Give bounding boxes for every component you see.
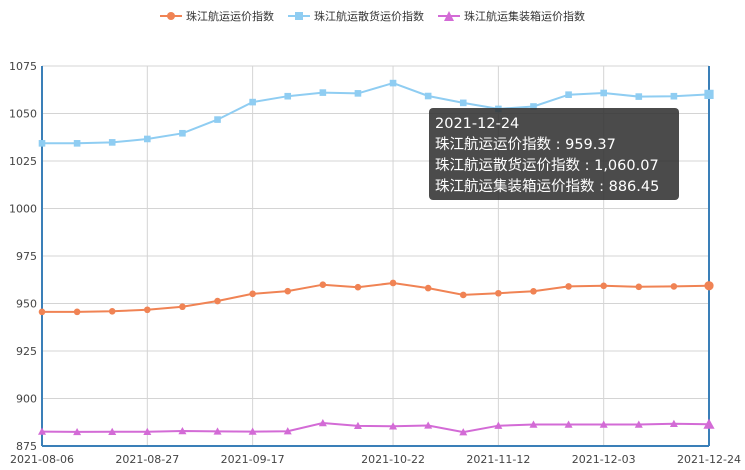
data-point (108, 139, 116, 146)
data-point (530, 288, 537, 295)
series-line (42, 281, 710, 313)
chart-legend: 珠江航运运价指数 珠江航运散货运价指数 珠江航运集装箱运价指数 (0, 8, 745, 24)
chart-tooltip: 2021-12-24 珠江航运运价指数 : 959.37 珠江航运散货运价指数 … (429, 108, 679, 200)
data-point (635, 283, 643, 291)
data-point (564, 420, 573, 428)
data-point (248, 427, 257, 435)
y-tick-label: 875 (16, 440, 37, 453)
data-point (319, 281, 327, 288)
x-tick-label: 2021-08-06 (10, 453, 74, 466)
data-point (214, 116, 221, 123)
data-point (424, 421, 433, 429)
x-tick-label: 2021-10-22 (361, 453, 425, 466)
data-point (144, 135, 151, 143)
data-point (599, 420, 608, 428)
y-tick-label: 1050 (9, 108, 37, 121)
data-point (389, 279, 397, 287)
data-point (73, 308, 81, 316)
data-point (389, 79, 397, 87)
data-point (38, 427, 46, 435)
legend-swatch-circle-icon (160, 12, 182, 20)
data-point (703, 418, 715, 429)
data-point (634, 420, 643, 428)
data-point (670, 283, 678, 290)
data-point (249, 290, 256, 298)
y-tick-label: 1075 (9, 60, 37, 73)
x-tick-label: 2021-12-24 (677, 453, 741, 466)
x-tick-label: 2021-09-17 (221, 453, 285, 466)
y-tick-label: 1000 (9, 203, 37, 216)
data-point (670, 92, 678, 100)
data-point (704, 281, 714, 291)
data-point (73, 140, 81, 147)
y-tick-label: 900 (16, 393, 37, 406)
legend-label: 珠江航运散货运价指数 (314, 10, 424, 23)
data-point (284, 287, 292, 295)
legend-item-freight-index[interactable]: 珠江航运运价指数 (160, 8, 274, 24)
legend-item-bulk-index[interactable]: 珠江航运散货运价指数 (288, 8, 424, 24)
x-tick-label: 2021-12-03 (572, 453, 636, 466)
data-point (389, 422, 398, 430)
data-point (283, 427, 292, 435)
series-line (42, 82, 710, 145)
data-point (354, 283, 362, 291)
data-point (249, 98, 256, 106)
data-point (178, 426, 187, 435)
legend-label: 珠江航运集装箱运价指数 (464, 10, 585, 23)
tooltip-date: 2021-12-24 (435, 116, 520, 132)
data-point (179, 129, 186, 137)
data-point (319, 89, 327, 96)
data-point (38, 308, 46, 316)
legend-swatch-square-icon (288, 12, 310, 20)
data-point (459, 99, 467, 107)
data-point (214, 297, 221, 305)
data-point (213, 427, 222, 435)
legend-item-container-index[interactable]: 珠江航运集装箱运价指数 (438, 8, 585, 24)
data-point (600, 282, 607, 290)
data-point (318, 419, 327, 427)
x-tick-label: 2021-11-12 (466, 453, 530, 466)
data-point (565, 91, 572, 98)
data-point (459, 428, 468, 436)
y-tick-label: 1025 (9, 155, 37, 168)
data-point (284, 92, 292, 100)
data-point (143, 427, 152, 435)
legend-swatch-triangle-icon (438, 11, 460, 21)
data-point (108, 427, 117, 435)
data-point (179, 303, 186, 311)
data-point (424, 284, 432, 292)
data-point (424, 92, 432, 100)
data-point (669, 419, 678, 427)
data-point (494, 421, 503, 429)
data-point (144, 306, 151, 314)
data-point (704, 89, 714, 99)
series-line (41, 421, 710, 434)
legend-label: 珠江航运运价指数 (186, 10, 274, 23)
x-tick-label: 2021-08-27 (115, 453, 179, 466)
tooltip-line-bulk: 珠江航运散货运价指数 : 1,060.07 (435, 158, 659, 174)
tooltip-line-freight: 珠江航运运价指数 : 959.37 (435, 137, 616, 153)
data-point (529, 420, 538, 428)
tooltip-line-container: 珠江航运集装箱运价指数 : 886.45 (435, 179, 660, 195)
data-point (354, 90, 362, 97)
data-point (353, 421, 362, 430)
data-point (108, 307, 116, 315)
data-point (565, 283, 572, 290)
data-point (73, 427, 82, 436)
y-tick-label: 925 (16, 345, 37, 358)
data-point (600, 89, 607, 97)
data-point (530, 103, 537, 110)
y-tick-label: 975 (16, 250, 37, 263)
data-point (635, 93, 643, 100)
data-point (38, 140, 46, 147)
data-point (495, 289, 502, 297)
y-tick-label: 950 (16, 298, 37, 311)
data-point (459, 291, 467, 299)
